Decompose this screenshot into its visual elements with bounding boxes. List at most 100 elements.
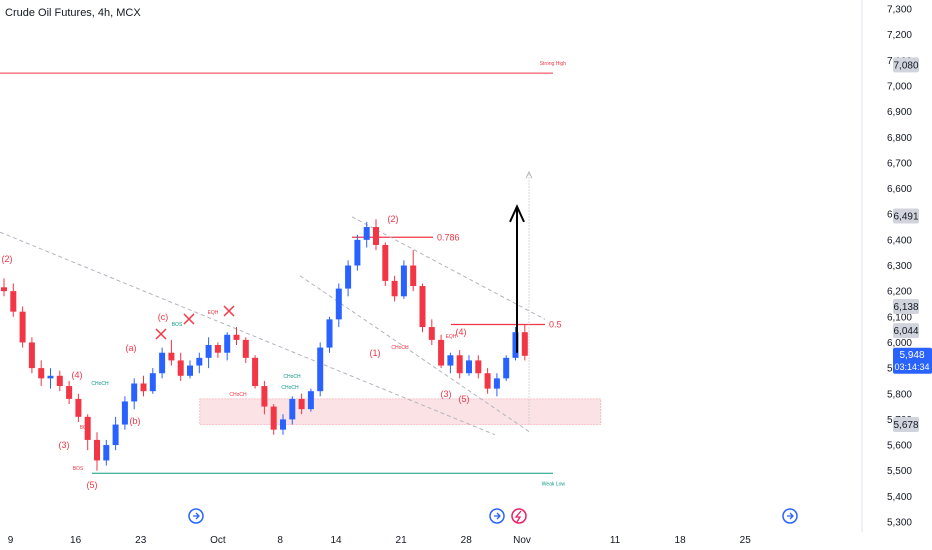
wave-label: (5) [459,394,470,404]
y-tick-label: 6,800 [887,133,912,144]
projection-arrow-head [509,204,525,223]
candle-body [317,347,324,392]
price-badge [893,417,919,433]
y-tick-label: 6,300 [887,261,912,272]
candle-body [94,439,100,461]
countdown-timer: 03:14:34 [894,362,929,372]
candle-body [140,383,147,392]
wave-label: (2) [388,214,399,224]
x-tick-label: 28 [461,535,473,546]
candle-body [177,360,184,376]
projection-dotted-head [525,170,533,179]
price-badge [893,299,919,315]
y-tick-label: 6,900 [887,107,912,118]
y-tick-label: 7,200 [887,30,912,41]
x-tick-label: 25 [740,535,752,546]
y-tick-label: 5,500 [887,466,912,477]
candle-body [159,352,166,374]
price-badge [893,323,919,339]
price-badge-value: 7,080 [893,60,918,71]
event-arrow-icon [787,512,794,520]
wave-label: (b) [130,416,141,426]
dividend-icon [511,508,527,524]
candle-body [493,378,500,389]
wave-label: (4) [72,370,83,380]
candle-body [428,327,435,340]
y-tick-label: 5,300 [887,518,912,529]
y-tick-label: 6,600 [887,184,912,195]
fib-05-label: 0.5 [549,319,562,329]
candle-body [438,339,445,366]
candle-body [168,352,175,361]
weak-low-label: Weak Low [542,481,566,487]
y-tick-label: 5,800 [887,389,912,400]
wave-label: (3) [441,389,452,399]
smc-label: EQH [208,310,219,316]
x-marker-icon [155,328,167,340]
candle-body [512,332,519,358]
candle-body [326,319,333,348]
price-badge-value: 6,138 [893,302,918,313]
candle-body [280,419,286,430]
x-tick-label: 21 [396,535,408,546]
candle-body [298,398,305,410]
candle-body [382,244,389,281]
y-tick-label: 6,200 [887,287,912,298]
smc-label: EQH [446,334,457,340]
demand-zone [199,398,602,425]
last-price-value: 5,948 [899,350,924,361]
x-tick-label: Nov [513,535,531,546]
candle-body [307,391,314,410]
x-tick-label: 16 [70,535,82,546]
price-badge-value: 6,491 [893,212,918,223]
candle-body [373,227,379,245]
candle-body [289,398,296,420]
price-badge-value: 6,044 [893,326,918,337]
wave-label: (a) [126,343,137,353]
candle-body [475,360,482,374]
candle-body [10,291,17,312]
x-tick-label: 11 [610,535,621,546]
candle-body [196,357,203,366]
event-arrow-icon [494,512,501,520]
x-tick-label: Oct [210,535,226,546]
smc-label: BOS [73,466,84,472]
candle-body [56,375,63,387]
candle-body [38,368,45,379]
y-tick-label: 5,600 [887,441,912,452]
x-tick-label: 18 [675,535,687,546]
x-tick-label: 9 [8,535,14,546]
candle-body [447,355,454,366]
smc-label: CHoCH [281,385,299,391]
wave-label: (c) [158,312,169,322]
candle-body [466,360,472,374]
wave-label: (2) [2,254,13,264]
candle-body [19,311,26,343]
candle-body [75,398,82,417]
candle-body [456,355,463,374]
last-price-badge [893,347,932,374]
event-arrow-icon [193,512,200,520]
candle-body [28,342,35,369]
candle-body [224,334,231,353]
candle-body [187,365,193,376]
candle-body [47,375,54,379]
candle-body [252,357,259,387]
y-tick-label: 7,300 [887,5,912,16]
y-tick-label: 6,100 [887,312,912,323]
price-badge [893,208,919,224]
chart-title: Crude Oil Futures, 4h, MCX [5,7,141,19]
candle-body [149,373,156,392]
smc-label: BOS [172,322,183,328]
smc-label: CHoCH [283,374,301,380]
smc-label: CHoCH [391,345,409,351]
x-tick-label: 14 [330,535,342,546]
smc-label: BOS [80,425,91,431]
candle-body [400,265,407,297]
y-tick-label: 6,400 [887,235,912,246]
wave-label: (5) [87,480,98,490]
x-marker-icon [183,313,195,325]
candle-body [410,265,417,287]
candle-body [233,334,240,340]
